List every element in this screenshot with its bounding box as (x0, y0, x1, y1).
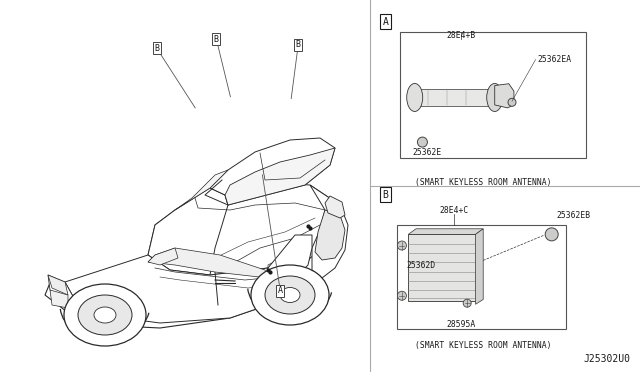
Ellipse shape (463, 299, 471, 307)
Polygon shape (268, 260, 285, 275)
Polygon shape (65, 255, 268, 323)
Ellipse shape (251, 265, 329, 325)
Bar (397, 225, 566, 329)
Ellipse shape (397, 241, 406, 250)
Bar (415, 89, 495, 106)
Ellipse shape (94, 307, 116, 323)
Text: 25362EB: 25362EB (557, 211, 591, 220)
Text: B: B (296, 40, 301, 49)
Bar (408, 234, 476, 301)
Polygon shape (408, 229, 483, 234)
Polygon shape (210, 138, 335, 205)
Text: 25362D: 25362D (406, 262, 436, 270)
Polygon shape (325, 196, 345, 218)
Ellipse shape (545, 228, 558, 241)
Polygon shape (148, 248, 268, 278)
Ellipse shape (487, 83, 503, 112)
Text: (SMART KEYLESS ROOM ANTENNA): (SMART KEYLESS ROOM ANTENNA) (415, 178, 552, 187)
Polygon shape (45, 235, 312, 328)
Text: (SMART KEYLESS ROOM ANTENNA): (SMART KEYLESS ROOM ANTENNA) (415, 341, 552, 350)
Text: 28E4+B: 28E4+B (446, 31, 476, 40)
Text: 28595A: 28595A (446, 320, 476, 329)
Text: A: A (278, 286, 283, 295)
Ellipse shape (397, 291, 406, 300)
Bar (370, 0, 640, 372)
Polygon shape (225, 148, 335, 205)
Bar (0, 0, 370, 372)
Polygon shape (50, 290, 68, 308)
Ellipse shape (508, 98, 516, 106)
Polygon shape (268, 235, 312, 282)
Ellipse shape (265, 276, 315, 314)
Polygon shape (495, 84, 514, 108)
Ellipse shape (64, 284, 146, 346)
Polygon shape (175, 170, 228, 210)
Text: 28E4+C: 28E4+C (440, 206, 469, 215)
Text: B: B (214, 35, 219, 44)
Polygon shape (148, 182, 340, 275)
Polygon shape (310, 185, 348, 278)
Ellipse shape (280, 288, 300, 302)
Polygon shape (476, 229, 483, 304)
Bar (400, 32, 586, 158)
Ellipse shape (417, 137, 428, 147)
Polygon shape (148, 248, 178, 265)
Polygon shape (48, 275, 68, 295)
Ellipse shape (407, 83, 423, 112)
Polygon shape (48, 275, 100, 320)
Text: 25362EA: 25362EA (538, 55, 572, 64)
Text: J25302U0: J25302U0 (584, 353, 630, 363)
Text: A: A (383, 17, 388, 27)
Text: 25362E: 25362E (413, 148, 442, 157)
Polygon shape (315, 210, 345, 260)
Text: B: B (154, 44, 159, 53)
Ellipse shape (78, 295, 132, 335)
Polygon shape (148, 188, 228, 275)
Text: B: B (383, 190, 388, 200)
